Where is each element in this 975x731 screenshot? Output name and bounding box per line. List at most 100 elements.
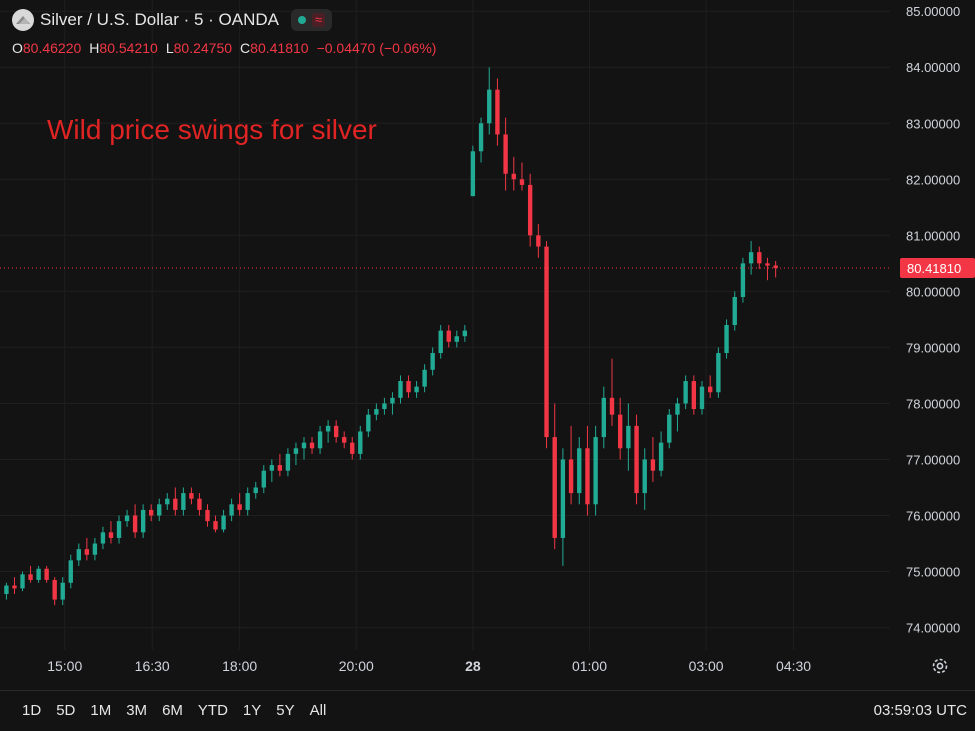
candle-body <box>740 263 746 297</box>
ohlc-values: O80.46220 H80.54210 L80.24750 C80.41810 −0.0… <box>12 40 436 56</box>
candle-body <box>293 448 299 454</box>
candle-body <box>462 330 468 337</box>
candle-body <box>617 414 623 449</box>
range-3m[interactable]: 3M <box>126 702 148 719</box>
candle-body <box>285 453 291 471</box>
high-label: H <box>89 40 100 56</box>
y-tick-label: 76.00000 <box>906 509 960 524</box>
settings-gear-icon[interactable] <box>930 656 950 676</box>
candle-body <box>157 504 162 516</box>
candle-body <box>527 184 533 236</box>
low-label: L <box>165 40 174 56</box>
candle-body <box>197 498 202 510</box>
candle-body <box>683 381 688 404</box>
open-value: 80.46220 <box>22 40 82 56</box>
range-ytd[interactable]: YTD <box>197 702 228 719</box>
range-1y[interactable]: 1Y <box>242 702 262 719</box>
candle-body <box>277 465 283 471</box>
candle-body <box>229 504 234 516</box>
candle-body <box>52 579 57 600</box>
y-tick-label: 79.00000 <box>906 340 960 355</box>
close-label: C <box>240 40 251 56</box>
candle-body <box>309 442 315 449</box>
candle-body <box>609 397 615 415</box>
time-range-selector: 1D 5D 1M 3M 6M YTD 1Y 5Y All <box>22 702 341 719</box>
candle-body <box>68 560 73 583</box>
x-tick-label: 16:30 <box>135 658 170 674</box>
candle-body <box>60 582 65 600</box>
y-tick-label: 74.00000 <box>906 621 960 636</box>
candle-body <box>667 414 672 443</box>
x-tick-label: 03:00 <box>689 658 724 674</box>
last-price-label: 80.41810 <box>907 261 961 276</box>
silver-symbol-icon <box>12 9 34 31</box>
candle-body <box>382 403 387 410</box>
candle-body <box>593 437 598 505</box>
candle-body <box>519 179 525 185</box>
candle-body <box>221 515 226 530</box>
symbol-title[interactable]: Silver / U.S. Dollar · 5 · OANDA <box>40 10 279 29</box>
candle-body <box>757 252 762 264</box>
candle-body <box>430 353 435 370</box>
candle-body <box>245 493 250 510</box>
y-tick-label: 75.00000 <box>906 565 960 580</box>
x-tick-label: 18:00 <box>222 658 257 674</box>
candle-body <box>487 89 492 124</box>
range-6m[interactable]: 6M <box>162 702 183 719</box>
range-1d[interactable]: 1D <box>22 702 42 719</box>
candle-body <box>301 442 307 449</box>
candle-body <box>634 425 639 494</box>
candle-body <box>205 509 210 522</box>
candle-body <box>732 296 737 325</box>
candle-body <box>116 521 122 538</box>
range-5y[interactable]: 5Y <box>276 702 295 719</box>
x-tick-label: 01:00 <box>572 658 607 674</box>
candle-body <box>124 515 130 522</box>
utc-clock[interactable]: 03:59:03 UTC <box>873 702 967 719</box>
low-value: 80.24750 <box>173 40 233 56</box>
candle-body <box>503 134 508 174</box>
candle-body <box>414 386 419 393</box>
y-tick-label: 77.00000 <box>906 452 960 467</box>
candle-body <box>261 470 266 488</box>
range-1m[interactable]: 1M <box>90 702 112 719</box>
candle-body <box>544 246 549 438</box>
candle-body <box>12 585 17 589</box>
range-all[interactable]: All <box>309 702 327 719</box>
candle-body <box>495 89 500 135</box>
candle-body <box>76 549 81 561</box>
x-tick-label: 15:00 <box>47 658 82 674</box>
candle-body <box>317 431 323 449</box>
candle-body <box>342 437 347 443</box>
candle-body <box>325 425 331 432</box>
range-5d[interactable]: 5D <box>56 702 76 719</box>
y-tick-label: 84.00000 <box>906 60 960 75</box>
market-status-pill[interactable]: ≈ <box>291 9 333 31</box>
candle-body <box>4 585 9 594</box>
candle-body <box>84 549 90 555</box>
candle-body <box>358 431 363 454</box>
bottom-toolbar: 1D 5D 1M 3M 6M YTD 1Y 5Y All 03:59:03 UTC <box>0 690 975 731</box>
candle-body <box>406 381 411 393</box>
candle-body <box>333 425 339 438</box>
candle-body <box>560 459 566 538</box>
candle-body <box>390 397 395 404</box>
candle-body <box>568 459 574 494</box>
wave-icon: ≈ <box>312 13 326 27</box>
candle-body <box>374 409 379 415</box>
candle-body <box>253 487 258 494</box>
y-tick-label: 81.00000 <box>906 228 960 243</box>
title-row: Silver / U.S. Dollar · 5 · OANDA ≈ <box>12 9 333 31</box>
candle-body <box>44 568 49 580</box>
candle-body <box>189 493 194 499</box>
price-chart[interactable]: 74.00000 75.00000 76.00000 77.00000 78.00000… <box>0 0 975 690</box>
candle-body <box>181 493 186 510</box>
candle-body <box>552 437 557 538</box>
candle-body <box>765 263 770 266</box>
last-price-badge <box>900 257 975 278</box>
candle-body <box>511 173 516 180</box>
candle-body <box>601 397 606 438</box>
x-tick-label: 20:00 <box>339 658 374 674</box>
candle-body <box>642 459 647 494</box>
candle-body <box>366 414 371 432</box>
